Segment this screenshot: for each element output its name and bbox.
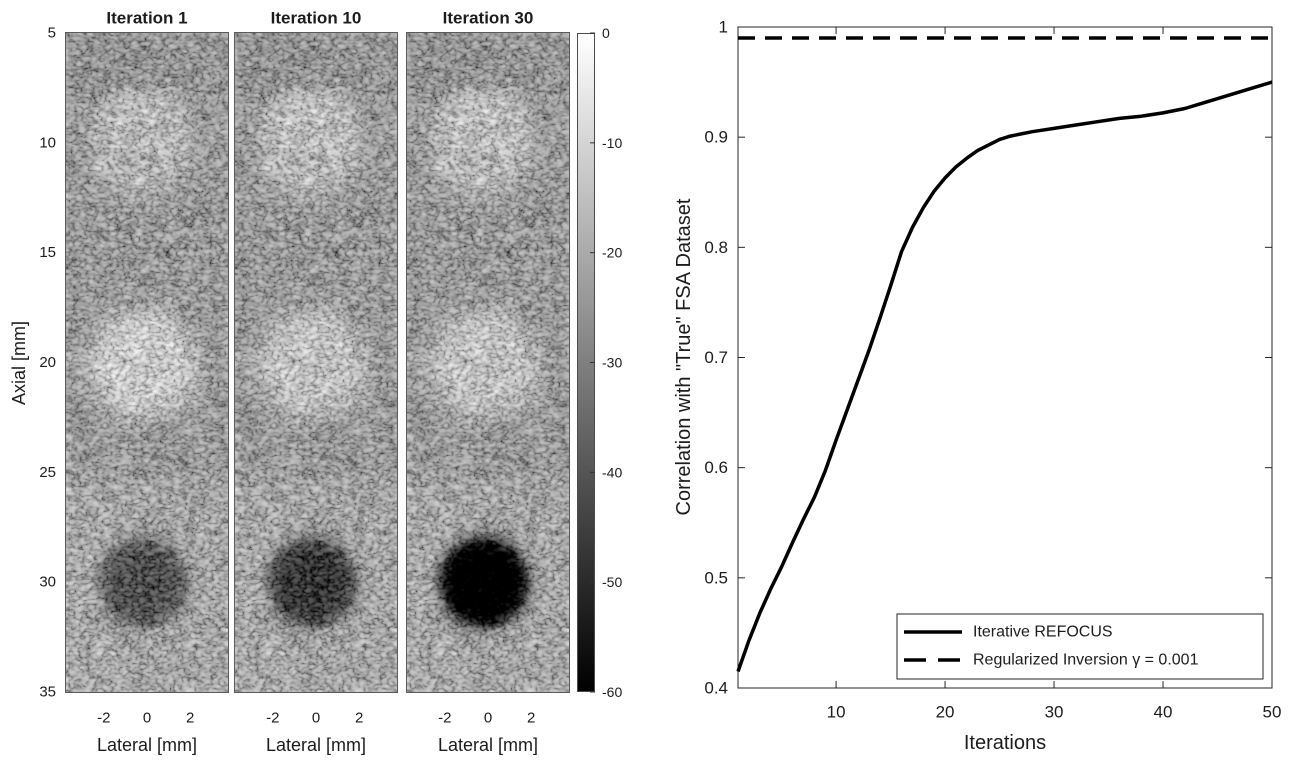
line-chart-ticks: 10 20 30 40 50 0.4 0.5 0.6 0.7 0.8 0.9 1	[704, 18, 1281, 722]
lateral-tick-label: 2	[355, 710, 363, 727]
legend-label-iterative-refocus: Iterative REFOCUS	[973, 624, 1113, 641]
y-axis-label: Correlation with "True" FSA Dataset	[673, 198, 695, 515]
lateral-tick-label: 2	[186, 710, 194, 727]
ultrasound-image-iteration-10	[234, 32, 398, 693]
x-tick-label: 40	[1154, 703, 1173, 722]
legend-label-regularized-inversion: Regularized Inversion γ = 0.001	[973, 652, 1199, 669]
legend-box	[896, 613, 1264, 680]
y-tick-label: 0.8	[704, 238, 728, 257]
lateral-tick-label: -2	[266, 710, 279, 727]
colorbar-ticks: 0 -10 -20 -30 -40 -50 -60	[590, 25, 622, 700]
colorbar-tick-label: -10	[602, 135, 622, 151]
y-tick-label: 0.4	[704, 679, 728, 698]
axial-tick-label: 30	[39, 574, 56, 591]
legend: Iterative REFOCUS Regularized Inversion …	[896, 613, 1264, 680]
axial-tick-label: 20	[39, 354, 56, 371]
y-tick-label: 0.6	[704, 458, 728, 477]
lateral-tick-label: 0	[143, 710, 151, 727]
ultrasound-image-iteration-30	[406, 32, 570, 693]
colorbar-tick-label: -20	[602, 245, 622, 261]
colorbar-tick-label: -60	[602, 684, 622, 700]
lateral-tick-label: 0	[312, 710, 320, 727]
correlation-line-chart: 10 20 30 40 50 0.4 0.5 0.6 0.7 0.8 0.9 1 Iterations…	[673, 18, 1281, 755]
panel-title: Iteration 30	[443, 9, 534, 28]
axial-tick-label: 35	[39, 684, 56, 701]
lateral-tick-label: -2	[97, 710, 110, 727]
axial-tick-label: 10	[39, 134, 56, 151]
x-tick-label: 50	[1263, 703, 1282, 722]
y-tick-label: 1	[719, 18, 728, 37]
x-tick-label: 20	[936, 703, 955, 722]
panel-title: Iteration 1	[106, 9, 187, 28]
x-axis-label: Iterations	[964, 732, 1046, 754]
image-panel-labels: Iteration 1 Iteration 10 Iteration 30 La…	[9, 9, 538, 756]
lateral-tick-label: -2	[438, 710, 451, 727]
axial-tick-label: 15	[39, 244, 56, 261]
lateral-tick-label: 0	[484, 710, 492, 727]
x-tick-label: 10	[827, 703, 846, 722]
y-tick-label: 0.5	[704, 568, 728, 587]
x-tick-label: 30	[1045, 703, 1064, 722]
axial-tick-label: 25	[39, 464, 56, 481]
image-panel-ticks: 5 10 15 20 25 30 35 -2 0 2 -2 0 2 -2 0 2	[39, 25, 535, 727]
plot-area-frame	[737, 26, 1273, 689]
lateral-axis-label: Lateral [mm]	[97, 735, 197, 755]
colorbar-tick-label: -30	[602, 355, 622, 371]
colorbar-tick-label: -50	[602, 574, 622, 590]
lateral-axis-label: Lateral [mm]	[438, 735, 538, 755]
axial-axis-label: Axial [mm]	[9, 321, 29, 405]
line-chart-series	[736, 36, 1273, 673]
colorbar-tick-label: -40	[602, 464, 622, 480]
colorbar-tick-label: 0	[602, 25, 610, 41]
y-tick-label: 0.7	[704, 348, 728, 367]
lateral-axis-label: Lateral [mm]	[266, 735, 366, 755]
ultrasound-image-iteration-1	[65, 32, 229, 693]
y-tick-label: 0.9	[704, 128, 728, 147]
axial-tick-label: 5	[48, 25, 56, 42]
panel-title: Iteration 10	[271, 9, 362, 28]
series-line-iterative-refocus	[736, 80, 1273, 673]
lateral-tick-label: 2	[527, 710, 535, 727]
